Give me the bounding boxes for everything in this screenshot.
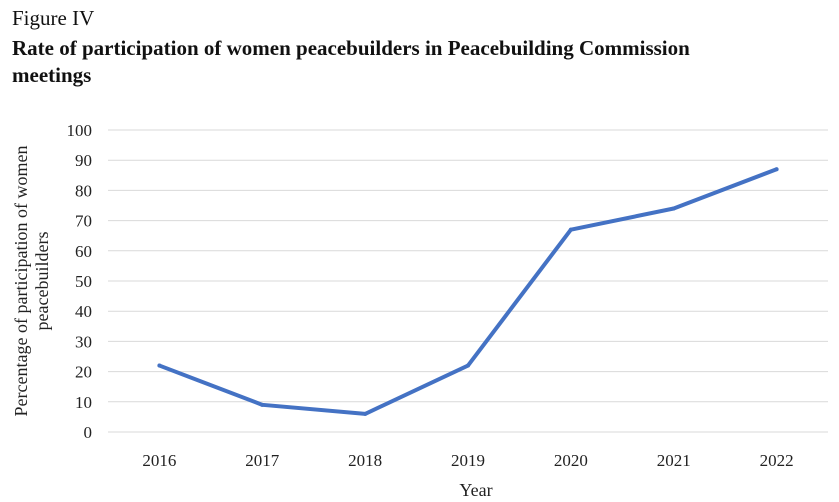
- x-tick-label: 2018: [348, 451, 382, 470]
- y-axis-ticks: 0 10 20 30 40 50 60 70 80 90 100: [67, 121, 93, 442]
- y-tick-label: 70: [75, 212, 92, 231]
- x-axis-ticks: 2016 2017 2018 2019 2020 2021 2022: [142, 451, 793, 470]
- y-tick-label: 60: [75, 242, 92, 261]
- x-tick-label: 2022: [760, 451, 794, 470]
- y-axis-label-line-1: Percentage of participation of women: [11, 146, 31, 417]
- x-tick-label: 2016: [142, 451, 176, 470]
- data-point: [671, 206, 676, 211]
- data-point: [157, 363, 162, 368]
- data-point: [568, 227, 573, 232]
- x-axis-label: Year: [459, 480, 492, 500]
- data-point: [774, 167, 779, 172]
- x-tick-label: 2021: [657, 451, 691, 470]
- data-point: [466, 363, 470, 368]
- x-tick-label: 2020: [554, 451, 588, 470]
- y-tick-label: 100: [67, 121, 93, 140]
- data-point: [260, 402, 265, 407]
- gridlines: [108, 129, 828, 433]
- x-tick-label: 2017: [245, 451, 280, 470]
- series-line: [157, 167, 779, 416]
- y-tick-label: 90: [75, 151, 92, 170]
- y-tick-label: 10: [75, 393, 92, 412]
- y-tick-label: 80: [75, 181, 92, 200]
- data-point: [363, 411, 368, 416]
- y-tick-label: 50: [75, 272, 92, 291]
- y-tick-label: 20: [75, 363, 92, 382]
- y-tick-label: 30: [75, 332, 92, 351]
- y-tick-label: 0: [84, 423, 93, 442]
- y-tick-label: 40: [75, 302, 92, 321]
- y-axis-label-line-2: peacebuilders: [32, 232, 52, 331]
- x-tick-label: 2019: [451, 451, 485, 470]
- figure-label: Figure IV: [12, 6, 95, 30]
- series-group: [157, 167, 779, 416]
- chart-title: Rate of participation of women peacebuil…: [12, 36, 690, 87]
